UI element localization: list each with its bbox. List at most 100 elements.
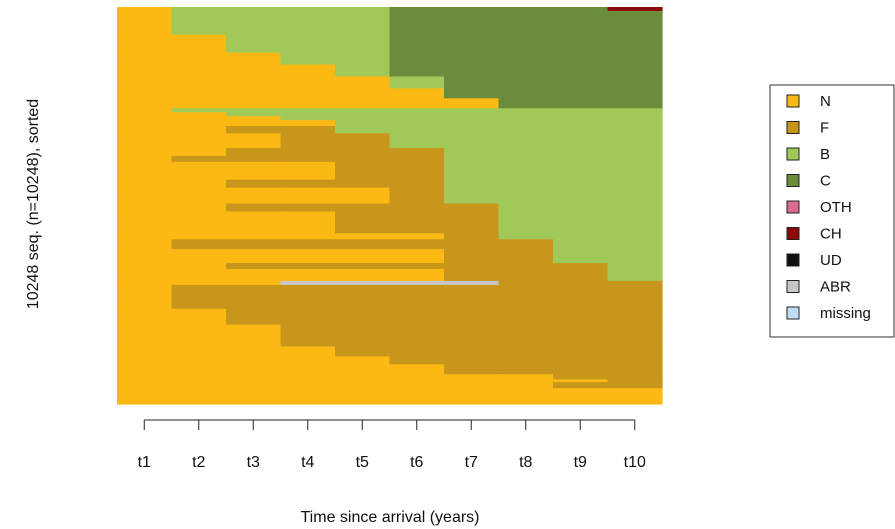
sequence-cell bbox=[444, 382, 500, 389]
sequence-cell bbox=[498, 34, 554, 54]
sequence-cell bbox=[117, 233, 173, 240]
sequence-cell bbox=[226, 388, 282, 405]
sequence-cell bbox=[444, 112, 500, 117]
sequence-cell bbox=[498, 88, 554, 99]
sequence-cell bbox=[171, 126, 227, 134]
sequence-cell bbox=[498, 64, 554, 78]
sequence-cell bbox=[389, 382, 445, 389]
sequence-cell bbox=[498, 346, 554, 357]
legend-label: C bbox=[820, 173, 831, 190]
sequence-cell bbox=[226, 364, 282, 375]
sequence-cell bbox=[226, 379, 282, 383]
sequence-cell bbox=[280, 187, 336, 205]
sequence-cell bbox=[171, 346, 227, 357]
sequence-cell bbox=[444, 179, 500, 189]
sequence-cell bbox=[389, 88, 445, 99]
sequence-cell bbox=[171, 133, 227, 149]
sequence-cell bbox=[607, 179, 663, 189]
sequence-cell bbox=[553, 98, 609, 109]
sequence-cell bbox=[498, 155, 554, 163]
sequence-cell bbox=[389, 98, 445, 109]
sequence-cell bbox=[171, 112, 227, 117]
sequence-cell bbox=[444, 120, 500, 127]
sequence-cell bbox=[553, 249, 609, 264]
sequence-cell bbox=[117, 64, 173, 78]
sequence-cell bbox=[389, 269, 445, 282]
sequence-cell bbox=[444, 98, 500, 109]
legend-label: CH bbox=[820, 226, 842, 243]
legend-swatch bbox=[786, 227, 800, 240]
sequence-cell bbox=[335, 346, 391, 357]
legend-label: OTH bbox=[820, 199, 852, 216]
x-tick-label: t2 bbox=[192, 454, 205, 471]
sequence-cell bbox=[117, 126, 173, 134]
sequence-cell bbox=[171, 76, 227, 89]
sequence-cell bbox=[553, 233, 609, 240]
sequence-cell bbox=[335, 233, 391, 240]
sequence-cell bbox=[444, 280, 500, 286]
sequence-cell bbox=[389, 324, 445, 348]
sequence-cell bbox=[117, 280, 173, 286]
sequence-cell bbox=[171, 52, 227, 66]
sequence-cell bbox=[444, 374, 500, 380]
sequence-cell bbox=[280, 379, 336, 383]
sequence-cell bbox=[280, 88, 336, 99]
sequence-cell bbox=[226, 120, 282, 127]
sequence-cell bbox=[226, 382, 282, 389]
sequence-cell bbox=[226, 179, 282, 189]
sequence-cell bbox=[498, 112, 554, 117]
sequence-cell bbox=[280, 284, 336, 288]
sequence-cell bbox=[280, 382, 336, 389]
sequence-cell bbox=[280, 203, 336, 213]
sequence-cell bbox=[607, 211, 663, 234]
legend-label: F bbox=[820, 120, 829, 137]
sequence-cell bbox=[607, 120, 663, 127]
sequence-cell bbox=[226, 108, 282, 113]
x-tick-label: t6 bbox=[410, 454, 423, 471]
sequence-cell bbox=[553, 161, 609, 181]
sequence-cell bbox=[117, 211, 173, 234]
sequence-cell bbox=[498, 133, 554, 149]
sequence-cell bbox=[117, 120, 173, 127]
sequence-cell bbox=[498, 211, 554, 234]
sequence-cell bbox=[171, 382, 227, 389]
sequence-cell bbox=[117, 269, 173, 282]
sequence-cell bbox=[498, 76, 554, 89]
sequence-cell bbox=[607, 7, 663, 12]
sequence-cell bbox=[335, 179, 391, 189]
sequence-cell bbox=[226, 249, 282, 264]
sequence-cell bbox=[117, 308, 173, 326]
sequence-cell bbox=[226, 88, 282, 99]
sequence-cell bbox=[498, 233, 554, 240]
sequence-cell bbox=[389, 364, 445, 375]
sequence-cell bbox=[226, 284, 282, 288]
sequence-cell bbox=[171, 324, 227, 348]
sequence-cell bbox=[117, 88, 173, 99]
sequence-cell bbox=[389, 203, 445, 213]
sequence-cell bbox=[226, 161, 282, 181]
sequence-cell bbox=[498, 364, 554, 375]
sequence-cell bbox=[117, 324, 173, 348]
x-axis-label: Time since arrival (years) bbox=[301, 509, 480, 526]
sequence-cell bbox=[389, 239, 445, 250]
x-tick-label: t10 bbox=[624, 454, 646, 471]
sequence-cell bbox=[607, 382, 663, 389]
sequence-cell bbox=[335, 10, 391, 36]
sequence-cell bbox=[171, 239, 227, 250]
sequence-cell bbox=[607, 187, 663, 205]
sequence-cell bbox=[444, 133, 500, 149]
sequence-cell bbox=[280, 179, 336, 189]
sequence-cell bbox=[117, 133, 173, 149]
sequence-cell bbox=[117, 155, 173, 163]
sequence-cell bbox=[280, 120, 336, 127]
sequence-cell bbox=[117, 10, 173, 36]
sequence-cell bbox=[117, 346, 173, 357]
sequence-cell bbox=[553, 211, 609, 234]
sequence-cell bbox=[607, 324, 663, 348]
sequence-cell bbox=[280, 280, 336, 286]
sequence-cell bbox=[280, 308, 336, 326]
sequence-cell bbox=[171, 374, 227, 380]
sequence-cell bbox=[553, 133, 609, 149]
sequence-cell bbox=[280, 155, 336, 163]
